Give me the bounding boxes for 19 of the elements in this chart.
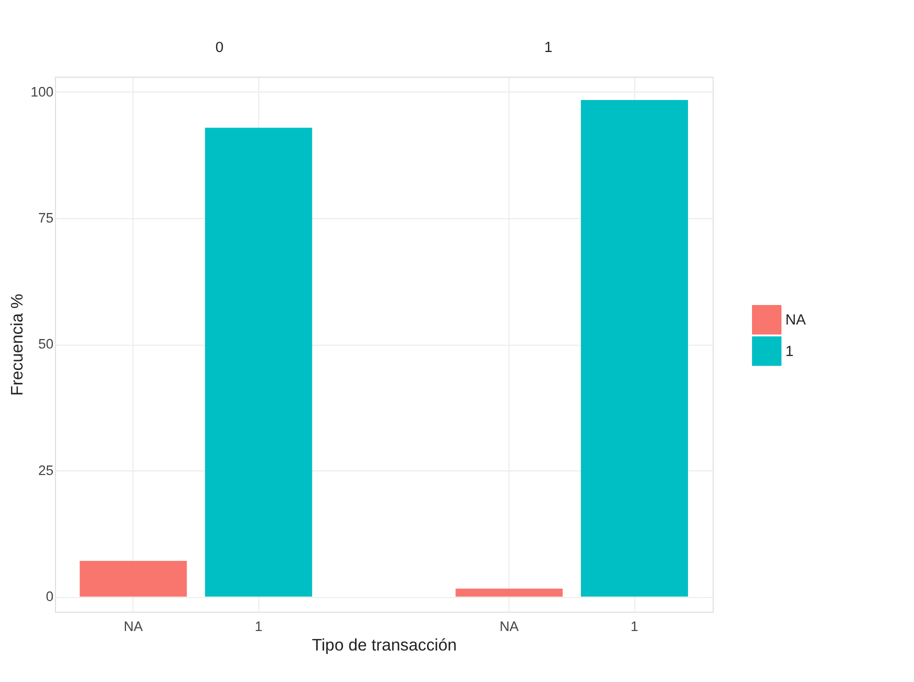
y-tick-label: 100: [30, 84, 54, 100]
text: 1: [544, 40, 552, 56]
x-tick-label: NA: [500, 618, 520, 634]
y-tick-label: 75: [38, 210, 54, 226]
bar: [456, 588, 563, 597]
bar: [205, 128, 312, 597]
bar: [580, 100, 688, 597]
bar: [80, 560, 187, 597]
x-tick-label: 1: [254, 618, 262, 634]
x-tick-label: NA: [124, 618, 144, 634]
legend-label: NA: [785, 312, 806, 329]
text: 0: [215, 40, 224, 56]
y-axis-title: Frecuencia %: [8, 294, 27, 396]
legend-label: 1: [785, 344, 794, 360]
x-axis-title: Tipo de transacción: [312, 636, 457, 655]
y-tick-label: 0: [46, 589, 54, 604]
y-tick-label: 50: [38, 336, 54, 352]
x-tick-label: 1: [630, 618, 638, 634]
y-tick-label: 25: [38, 462, 54, 478]
